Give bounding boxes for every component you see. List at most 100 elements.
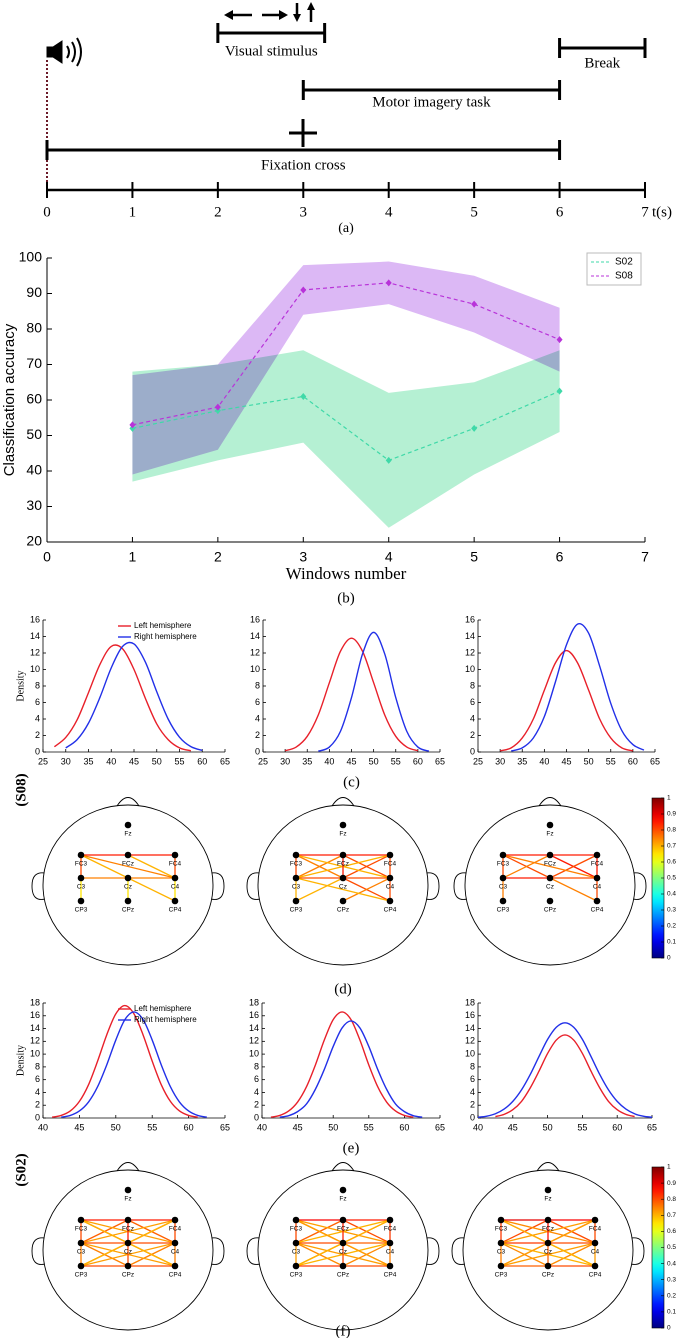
y-tick-label: 2: [470, 730, 475, 740]
electrode: [546, 874, 554, 882]
x-tick-label: 7: [641, 204, 649, 220]
electrode-label: C3: [77, 1249, 86, 1256]
head-outline: [257, 804, 429, 966]
point-marker: [385, 456, 392, 464]
electrode: [386, 851, 394, 859]
speaker-icon: [46, 37, 82, 67]
y-tick-label: 8: [470, 680, 475, 690]
y-tick-label: 14: [249, 1023, 259, 1033]
x-axis-label: Windows number: [286, 564, 407, 583]
point-marker: [471, 424, 478, 432]
y-tick-label: 14: [250, 631, 260, 641]
electrode-label: FCz: [337, 1226, 349, 1233]
series-line: [132, 282, 560, 426]
connection: [295, 877, 391, 902]
electrode: [339, 851, 347, 859]
y-tick-label: 14: [465, 631, 475, 641]
x-tick-label: 55: [577, 1122, 587, 1132]
density-curve: [53, 644, 192, 752]
x-tick-label: 1: [129, 549, 137, 565]
point-marker: [300, 392, 307, 400]
electrode-label: CPz: [122, 907, 134, 914]
colorbar-tick-label: 0.1: [667, 1309, 676, 1316]
y-tick-label: 6: [255, 697, 260, 707]
y-tick-label: 2: [254, 1100, 259, 1110]
x-tick-label: 40: [38, 1122, 48, 1132]
point-marker: [385, 279, 392, 287]
y-tick-label: 6: [254, 1074, 259, 1084]
interval-bar: [45, 140, 562, 160]
electrode: [546, 821, 554, 829]
y-tick-label: 6: [35, 1074, 40, 1084]
electrode: [339, 1186, 347, 1194]
electrode: [386, 897, 394, 905]
electrode: [544, 1216, 552, 1224]
y-tick-label: 12: [30, 1036, 40, 1046]
electrode: [591, 1216, 599, 1224]
electrode-label: CP4: [589, 1272, 602, 1279]
electrode: [77, 851, 85, 859]
point-marker: [556, 387, 563, 395]
interval-bar: [301, 80, 562, 100]
y-tick-label: 4: [470, 713, 475, 723]
y-tick-label: 0: [35, 746, 40, 756]
legend-label: Right hemisphere: [134, 1015, 197, 1024]
electrode: [386, 874, 394, 882]
electrode: [591, 1239, 599, 1247]
electrode: [292, 1216, 300, 1224]
x-tick-label: 60: [628, 756, 638, 766]
x-tick-label: 60: [184, 1122, 194, 1132]
x-tick-label: 60: [413, 756, 423, 766]
colorbar-tick-label: 0.5: [667, 875, 676, 882]
colorbar-tick-label: 0.8: [667, 827, 676, 834]
caption: (b): [337, 590, 355, 606]
x-tick-label: 40: [257, 1122, 267, 1132]
connection: [342, 854, 391, 879]
electrode: [77, 874, 85, 882]
y-tick-label: 0: [470, 1112, 475, 1122]
colorbar-tick-label: 0.7: [667, 1212, 676, 1219]
colorbar-tick-label: 0.2: [667, 1293, 676, 1300]
y-tick-label: 14: [30, 631, 40, 641]
electrode: [124, 851, 132, 859]
x-tick-label: 6: [556, 549, 564, 565]
y-tick-label: 80: [26, 320, 42, 336]
y-tick-label: 18: [249, 997, 259, 1007]
electrode: [292, 1239, 300, 1247]
x-tick-label: 35: [517, 756, 527, 766]
y-tick-label: 16: [465, 1010, 475, 1020]
subject-label: (S08): [13, 773, 29, 806]
connection: [342, 877, 391, 902]
y-tick-label: 2: [470, 1100, 475, 1110]
x-tick-label: 65: [647, 1122, 657, 1132]
y-tick-label: 4: [470, 1087, 475, 1097]
head-outline: [31, 1162, 225, 1265]
electrode: [171, 1262, 179, 1270]
x-tick-label: 45: [74, 1122, 84, 1132]
y-tick-label: 16: [30, 614, 40, 624]
y-tick-label: 18: [465, 997, 475, 1007]
electrode: [292, 897, 300, 905]
electrode-label: FC4: [169, 861, 182, 868]
interval-bar: [558, 38, 647, 58]
x-tick-label: 25: [258, 756, 268, 766]
colorbar-tick-label: 0.3: [667, 907, 676, 914]
y-axis-label: Density: [15, 670, 26, 701]
legend-label: Right hemisphere: [134, 632, 197, 641]
y-tick-label: 90: [26, 284, 42, 300]
electrode-label: C4: [593, 884, 602, 891]
y-axis-label: Density: [15, 1045, 26, 1076]
y-tick-label: 4: [255, 713, 260, 723]
caption: (d): [334, 981, 352, 997]
legend-label: S08: [615, 271, 633, 282]
electrode: [499, 851, 507, 859]
x-tick-label: 3: [299, 549, 307, 565]
x-tick-label: 35: [83, 756, 93, 766]
colorbar-tick-label: 0.4: [667, 891, 676, 898]
y-tick-label: 6: [470, 1074, 475, 1084]
electrode-label: FC4: [384, 1226, 397, 1233]
x-tick-label: 40: [473, 1122, 483, 1132]
electrode: [124, 897, 132, 905]
electrode: [339, 1239, 347, 1247]
y-tick-label: 12: [250, 647, 260, 657]
